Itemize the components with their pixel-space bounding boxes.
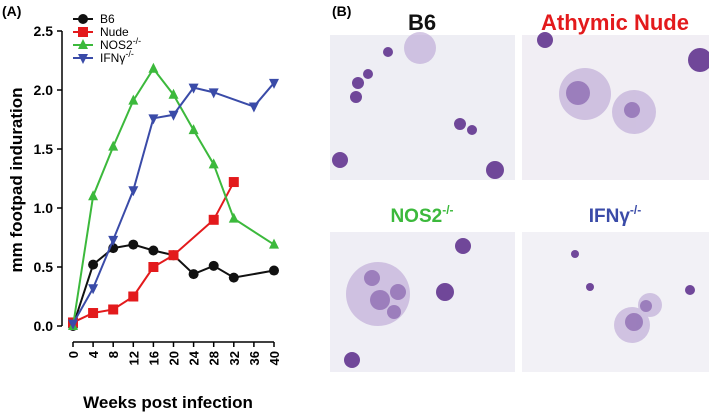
point: [188, 124, 199, 135]
point: [148, 245, 159, 256]
series-line: [72, 67, 275, 327]
point: [88, 284, 99, 295]
point: [128, 186, 139, 197]
legend-name: NOS2: [100, 38, 133, 52]
y-axis-title: mm footpad induration: [7, 87, 26, 272]
point: [168, 88, 179, 99]
point: [78, 54, 88, 64]
x-tick-label: 24: [187, 350, 202, 365]
y-tick-label: 0.0: [34, 318, 54, 334]
point: [228, 212, 239, 223]
legend-name: Nude: [100, 25, 129, 39]
panel-label: (A): [2, 3, 21, 19]
legend-superscript: -/-: [125, 49, 134, 59]
micrograph: [522, 232, 709, 372]
point: [68, 319, 78, 330]
point: [269, 238, 279, 249]
cells: [346, 32, 662, 343]
image-title: IFNγ-/-: [589, 203, 642, 227]
series-line: [72, 82, 275, 325]
legend-label: Nude: [100, 25, 129, 39]
image-title-text: NOS2: [390, 206, 442, 227]
legend-label: NOS2-/-: [100, 36, 141, 52]
point: [88, 259, 99, 270]
point: [208, 260, 219, 271]
point: [108, 140, 119, 151]
image-title: Athymic Nude: [541, 10, 689, 35]
legend-label: B6: [100, 12, 115, 26]
point: [269, 78, 279, 89]
x-tick-label: 36: [247, 351, 262, 365]
y-tick-label: 2.5: [34, 23, 54, 39]
point: [78, 27, 88, 37]
x-tick-label: 4: [86, 350, 101, 358]
point: [108, 304, 119, 315]
point: [208, 214, 219, 225]
point: [108, 235, 119, 246]
micrographs: [330, 32, 709, 372]
point: [208, 158, 219, 169]
point: [188, 269, 199, 280]
x-tick-label: 20: [167, 351, 182, 365]
x-tick-label: 40: [267, 351, 282, 365]
point: [88, 190, 99, 201]
panel-label: (B): [332, 3, 351, 19]
x-tick-label: 28: [207, 351, 222, 365]
point: [128, 291, 139, 302]
point: [128, 94, 139, 105]
legend-label: IFNγ-/-: [100, 49, 134, 65]
x-tick-label: 12: [126, 351, 141, 365]
point: [168, 250, 179, 261]
y-tick-label: 1.5: [34, 141, 54, 157]
point: [208, 88, 219, 99]
y-tick-label: 2.0: [34, 82, 54, 98]
point: [188, 83, 199, 94]
x-axis-title: Weeks post infection: [83, 393, 253, 412]
point: [148, 62, 159, 73]
legend-name: IFNγ: [100, 51, 125, 65]
x-tick-label: 8: [106, 351, 121, 358]
y-tick-label: 1.0: [34, 200, 54, 216]
image-title-superscript: -/-: [630, 203, 641, 217]
point: [88, 308, 99, 319]
x-tick-label: 16: [146, 351, 161, 365]
point: [228, 272, 239, 283]
legend-name: B6: [100, 12, 115, 26]
point: [148, 262, 159, 272]
legend-superscript: -/-: [133, 36, 142, 46]
point: [78, 39, 88, 49]
image-title: NOS2-/-: [390, 203, 453, 227]
point: [78, 14, 88, 24]
image-title-text: Athymic Nude: [541, 10, 689, 35]
image-title-text: B6: [408, 10, 436, 35]
point: [228, 177, 239, 188]
point: [148, 114, 159, 125]
point: [168, 110, 179, 121]
point: [248, 102, 259, 113]
point: [269, 265, 279, 276]
x-tick-label: 32: [227, 351, 242, 365]
image-title-superscript: -/-: [442, 203, 453, 217]
image-title-text: IFNγ: [589, 206, 631, 227]
plot: 0.00.51.01.52.02.50 4 8 12 16 20 24 28 32 36 40B6N…: [34, 12, 282, 365]
series-line: [72, 243, 275, 327]
y-tick-label: 0.5: [34, 259, 54, 275]
x-tick-label: 0: [66, 351, 81, 358]
image-title: B6: [408, 10, 436, 35]
point: [128, 239, 139, 250]
